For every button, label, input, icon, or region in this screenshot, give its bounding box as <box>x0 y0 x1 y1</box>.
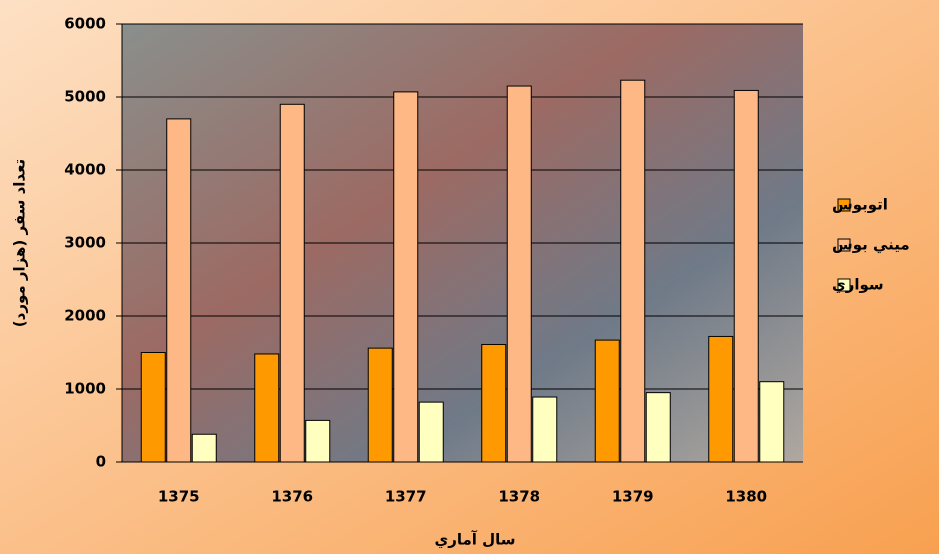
bar <box>280 104 304 462</box>
bar <box>646 393 670 462</box>
bar <box>192 434 216 462</box>
legend-label: اتوبوس <box>832 196 888 214</box>
x-tick-label: 1376 <box>271 488 313 506</box>
page: {"chart_data": {"type": "bar", "categori… <box>0 0 939 554</box>
y-tick-label: 6000 <box>64 15 106 33</box>
y-tick-label: 0 <box>96 453 106 471</box>
y-tick-label: 5000 <box>64 88 106 106</box>
y-axis-label: تعداد سفر (هزار مورد) <box>11 159 29 327</box>
bar <box>306 420 330 462</box>
x-tick-label: 1377 <box>385 488 427 506</box>
bar <box>482 344 506 462</box>
bar <box>507 86 531 462</box>
bar <box>760 382 784 462</box>
bar <box>734 90 758 462</box>
chart: سال آماري تعداد سفر (هزار مورد) 0 1000 200… <box>0 0 939 554</box>
bar <box>167 119 191 462</box>
bar <box>255 354 279 462</box>
bar <box>533 397 557 462</box>
x-tick-label: 1375 <box>158 488 200 506</box>
legend-label: ميني بوس <box>832 236 910 254</box>
x-tick-label: 1379 <box>612 488 654 506</box>
y-tick-label: 4000 <box>64 161 106 179</box>
y-tick-label: 1000 <box>64 380 106 398</box>
x-axis-label: سال آماري <box>434 531 515 550</box>
legend-label: سواري <box>832 276 884 295</box>
x-tick-label: 1380 <box>725 488 767 506</box>
bar <box>419 402 443 462</box>
bar <box>394 92 418 462</box>
bar <box>621 80 645 462</box>
bar <box>595 340 619 462</box>
bar <box>141 353 165 463</box>
bar <box>709 336 733 462</box>
y-tick-label: 2000 <box>64 307 106 325</box>
x-tick-label: 1378 <box>498 488 540 506</box>
bar <box>368 348 392 462</box>
y-tick-label: 3000 <box>64 234 106 252</box>
